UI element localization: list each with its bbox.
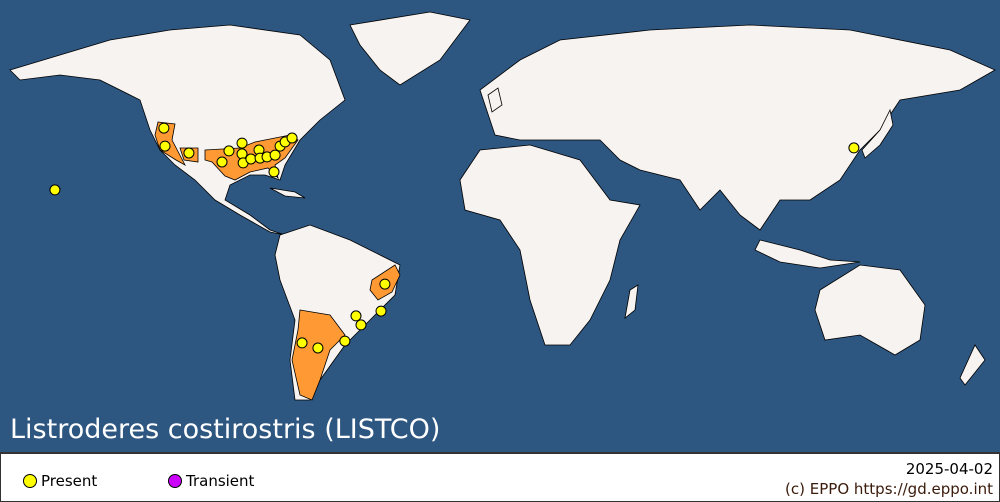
distribution-map — [0, 0, 1000, 452]
location-point — [355, 319, 367, 331]
area-argentina — [291, 309, 346, 401]
madagascar — [624, 284, 639, 319]
greenland — [349, 11, 471, 86]
location-point — [296, 337, 308, 349]
location-point — [339, 335, 351, 347]
location-point — [286, 132, 298, 144]
legend-label: Transient — [186, 472, 255, 490]
location-points — [49, 122, 860, 354]
new-zealand — [959, 344, 986, 386]
africa — [459, 144, 641, 346]
location-point — [159, 140, 171, 152]
location-point — [312, 342, 324, 354]
transient-marker-icon — [168, 474, 182, 488]
location-point — [375, 305, 387, 317]
location-point — [236, 137, 248, 149]
legend-label: Present — [41, 472, 98, 490]
cuba — [269, 187, 306, 199]
uk — [487, 87, 503, 113]
location-point — [223, 145, 235, 157]
north-america — [9, 24, 346, 236]
location-point — [216, 156, 228, 168]
location-point — [268, 166, 280, 178]
present-marker-icon — [23, 474, 37, 488]
location-point — [848, 142, 860, 154]
legend-item-present: Present — [23, 472, 97, 490]
land — [9, 11, 996, 401]
location-point — [245, 153, 257, 165]
japan — [861, 108, 894, 159]
copyright: (c) EPPO https://gd.eppo.int — [785, 480, 993, 498]
australia — [814, 264, 926, 356]
location-point — [350, 310, 362, 322]
map-date: 2025-04-02 — [905, 460, 993, 478]
map-title: Listroderes costirostris (LISTCO) — [10, 414, 441, 445]
location-point — [269, 149, 281, 161]
location-point — [158, 122, 170, 134]
location-point — [236, 148, 248, 160]
eurasia — [479, 24, 996, 231]
location-point — [183, 147, 195, 159]
location-point — [379, 278, 391, 290]
legend: Present Transient 2025-04-02 (c) EPPO ht… — [0, 452, 1000, 502]
indonesia — [754, 239, 861, 269]
location-point — [49, 184, 61, 196]
legend-item-transient: Transient — [168, 472, 254, 490]
